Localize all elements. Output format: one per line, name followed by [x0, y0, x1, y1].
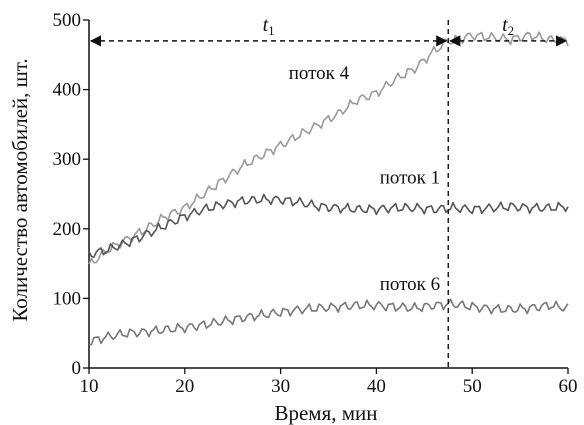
series-line-2 [89, 194, 568, 257]
interval-1-label: t1 [263, 14, 275, 38]
series-label-2: поток 1 [380, 168, 440, 189]
x-tick-label: 50 [463, 376, 482, 397]
y-axis-title: Количество автомобилей, шт. [8, 58, 32, 321]
x-tick-label: 10 [80, 376, 99, 397]
interval-2-label: t2 [502, 14, 514, 38]
annotations: t1 t2 поток 4 поток 1 поток 6 [91, 14, 566, 368]
y-tick-label: 300 [53, 149, 82, 170]
x-tick-label: 40 [367, 376, 386, 397]
series-line-3 [89, 299, 568, 344]
y-tick-label: 200 [53, 219, 82, 240]
y-tick-label: 500 [53, 10, 82, 31]
y-tick-label: 400 [53, 80, 82, 101]
x-tick-label: 20 [175, 376, 194, 397]
series-label-1: поток 4 [289, 63, 350, 84]
x-tick-label: 30 [271, 376, 290, 397]
x-tick-label: 60 [559, 376, 578, 397]
y-tick-label: 100 [53, 288, 82, 309]
series-label-3: поток 6 [380, 274, 440, 295]
x-axis-title: Время, мин [274, 401, 377, 425]
